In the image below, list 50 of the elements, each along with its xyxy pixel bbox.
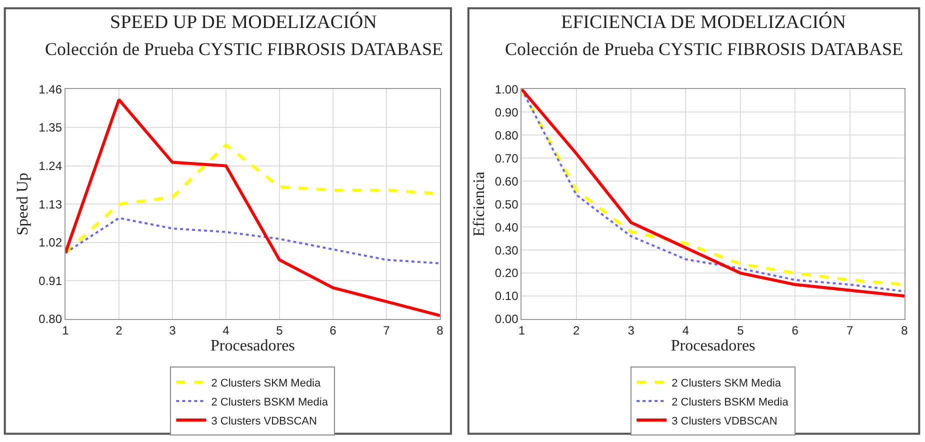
y-axis-title: Eficiencia <box>470 172 488 237</box>
x-tick-label: 7 <box>846 323 854 338</box>
legend-label: 2 Clusters BSKM Media <box>211 396 329 408</box>
x-tick-label: 7 <box>383 323 390 338</box>
x-tick-label: 3 <box>169 323 176 338</box>
y-tick-label: 1.13 <box>38 197 62 212</box>
x-tick-label: 1 <box>62 323 70 338</box>
x-tick-label: 5 <box>737 323 744 338</box>
y-tick-label: 1.46 <box>38 82 62 96</box>
y-tick-label: 0.80 <box>38 312 62 326</box>
x-tick-label: 8 <box>901 323 908 338</box>
y-tick-label: 0.00 <box>494 312 519 326</box>
legend-label: 3 Clusters VDBSCAN <box>672 415 778 428</box>
legend-label: 2 Clusters SKM Media <box>672 377 782 390</box>
chart-subtitle: Colección de Prueba CYSTIC FIBROSIS DATABASE <box>505 39 904 59</box>
y-tick-label: 0.70 <box>494 151 519 166</box>
y-tick-label: 0.91 <box>38 274 62 288</box>
y-tick-label: 0.10 <box>494 289 519 304</box>
x-tick-label: 4 <box>682 323 690 338</box>
y-tick-label: 1.02 <box>38 236 62 250</box>
x-tick-label: 5 <box>276 323 284 338</box>
x-axis-title: Procesadores <box>210 337 295 354</box>
x-tick-label: 6 <box>792 323 799 338</box>
x-axis-title: Procesadores <box>670 337 756 354</box>
chart-subtitle: Colección de Prueba CYSTIC FIBROSIS DATABASE <box>45 39 444 59</box>
y-axis-title: Speed Up <box>14 172 32 236</box>
y-tick-label: 0.90 <box>494 105 519 120</box>
chart-title: SPEED UP DE MODELIZACIÓN <box>110 11 378 33</box>
x-tick-label: 2 <box>573 323 580 338</box>
y-tick-label: 1.24 <box>38 158 62 173</box>
y-tick-label: 1.35 <box>38 120 62 135</box>
legend-label: 2 Clusters SKM Media <box>211 377 322 390</box>
y-tick-label: 0.80 <box>494 128 519 142</box>
y-tick-label: 0.40 <box>494 220 519 234</box>
x-tick-label: 1 <box>518 323 526 338</box>
x-tick-label: 8 <box>436 323 444 338</box>
line-series <box>65 217 440 264</box>
x-tick-label: 3 <box>628 323 635 338</box>
y-tick-label: 0.50 <box>494 197 519 212</box>
y-tick-label: 0.60 <box>494 174 519 188</box>
x-tick-label: 2 <box>116 323 123 338</box>
line-series <box>65 98 440 318</box>
legend-label: 2 Clusters BSKM Media <box>672 396 790 408</box>
chart-title: EFICIENCIA DE MODELIZACIÓN <box>561 11 846 33</box>
y-tick-label: 0.30 <box>494 243 519 258</box>
x-tick-label: 4 <box>222 323 230 338</box>
x-tick-label: 6 <box>330 323 337 338</box>
legend-label: 3 Clusters VDBSCAN <box>211 415 318 428</box>
y-tick-label: 0.20 <box>494 266 519 280</box>
y-tick-label: 1.00 <box>494 82 519 96</box>
